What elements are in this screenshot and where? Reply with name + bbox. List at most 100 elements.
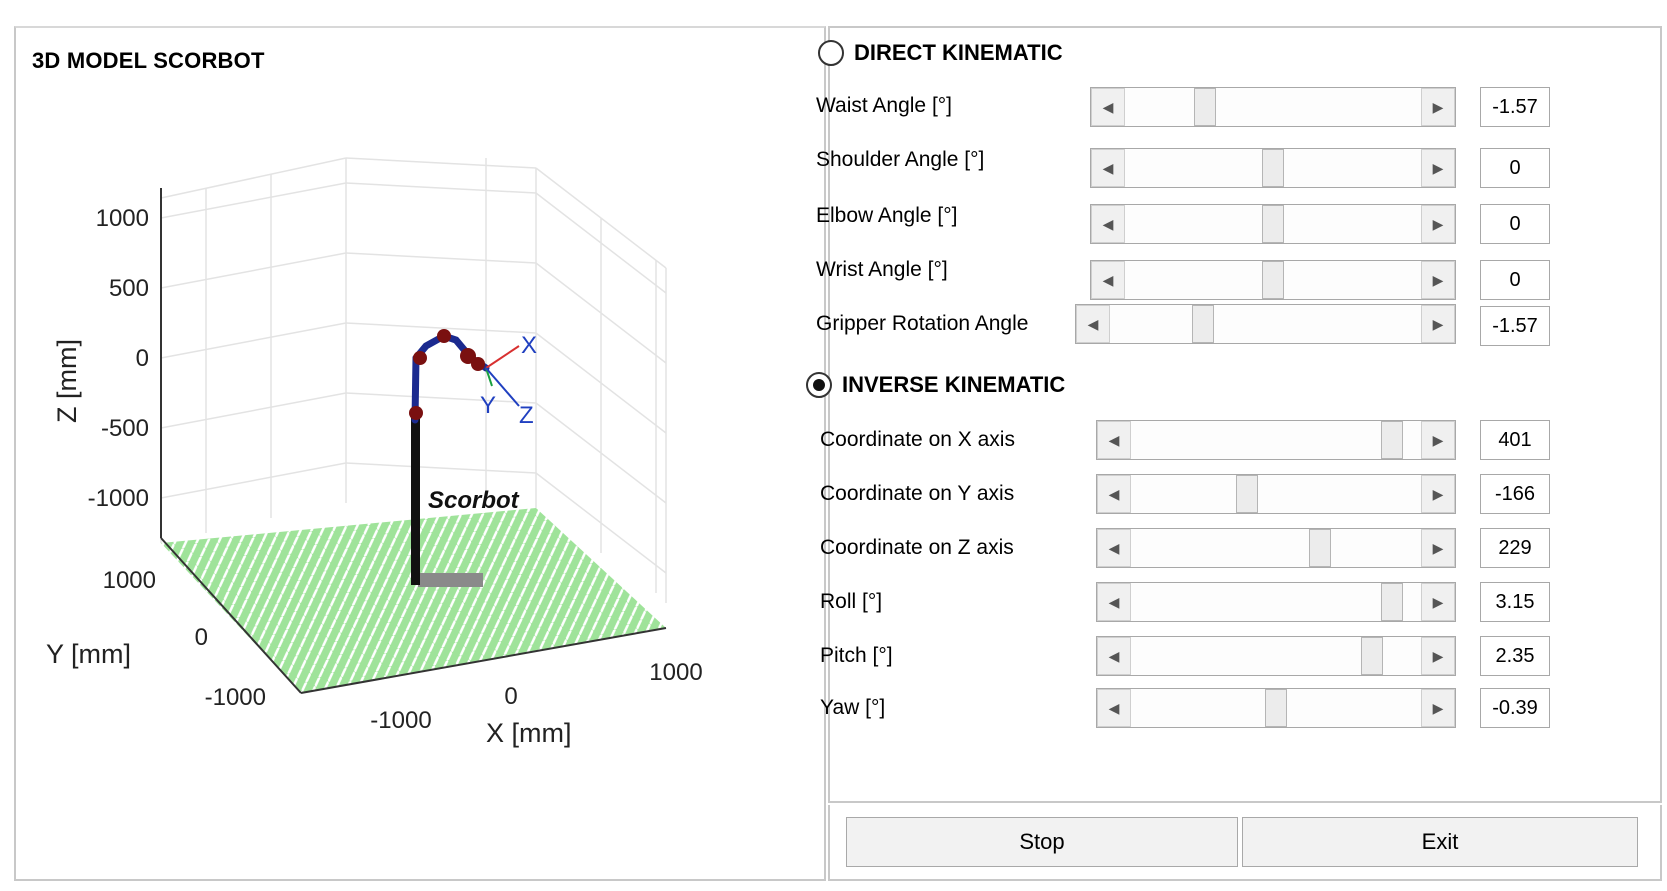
plot-axes <box>160 188 667 694</box>
slider-track[interactable] <box>1131 475 1421 513</box>
slider-thumb[interactable] <box>1265 689 1287 727</box>
slider-thumb[interactable] <box>1236 475 1258 513</box>
slider-left-arrow-icon[interactable]: ◀ <box>1097 583 1131 621</box>
slider-thumb[interactable] <box>1262 205 1284 243</box>
inverse-kinematic-radio[interactable]: INVERSE KINEMATIC <box>806 372 1065 398</box>
slider-track[interactable] <box>1131 637 1421 675</box>
slider-thumb[interactable] <box>1308 529 1331 567</box>
shoulder-angle-value[interactable]: 0 <box>1480 148 1550 188</box>
coord-y-slider[interactable]: ◀ ▶ <box>1096 474 1456 514</box>
coord-z-label: Coordinate on Z axis <box>820 536 1014 559</box>
gripper-rotation-value[interactable]: -1.57 <box>1480 306 1550 346</box>
yaw-slider[interactable]: ◀ ▶ <box>1096 688 1456 728</box>
slider-thumb[interactable] <box>1193 88 1216 126</box>
slider-track[interactable] <box>1110 305 1421 343</box>
slider-track[interactable] <box>1125 261 1421 299</box>
robot-joints <box>409 329 485 420</box>
z-tick-label: -500 <box>101 415 149 442</box>
slider-right-arrow-icon[interactable]: ▶ <box>1421 529 1455 567</box>
pitch-slider[interactable]: ◀ ▶ <box>1096 636 1456 676</box>
slider-right-arrow-icon[interactable]: ▶ <box>1421 205 1455 243</box>
elbow-angle-label: Elbow Angle [°] <box>816 204 958 227</box>
x-tick-label: 1000 <box>649 659 702 686</box>
robot-base <box>418 573 483 587</box>
slider-track[interactable] <box>1125 205 1421 243</box>
slider-right-arrow-icon[interactable]: ▶ <box>1421 149 1455 187</box>
slider-track[interactable] <box>1131 421 1421 459</box>
waist-angle-value[interactable]: -1.57 <box>1480 87 1550 127</box>
radio-circle-inverse[interactable] <box>806 372 832 398</box>
slider-left-arrow-icon[interactable]: ◀ <box>1091 205 1125 243</box>
slider-right-arrow-icon[interactable]: ▶ <box>1421 583 1455 621</box>
slider-right-arrow-icon[interactable]: ▶ <box>1421 305 1455 343</box>
slider-track[interactable] <box>1131 529 1421 567</box>
slider-thumb[interactable] <box>1192 305 1215 343</box>
slider-right-arrow-icon[interactable]: ▶ <box>1421 637 1455 675</box>
slider-right-arrow-icon[interactable]: ▶ <box>1421 261 1455 299</box>
slider-track[interactable] <box>1131 689 1421 727</box>
slider-left-arrow-icon[interactable]: ◀ <box>1097 689 1131 727</box>
coord-y-value[interactable]: -166 <box>1480 474 1550 514</box>
direct-kinematic-label: DIRECT KINEMATIC <box>854 40 1063 65</box>
slider-thumb[interactable] <box>1262 149 1284 187</box>
slider-track[interactable] <box>1131 583 1421 621</box>
coord-z-slider[interactable]: ◀ ▶ <box>1096 528 1456 568</box>
slider-left-arrow-icon[interactable]: ◀ <box>1076 305 1110 343</box>
exit-button[interactable]: Exit <box>1242 817 1638 867</box>
model-panel-title: 3D MODEL SCORBOT <box>32 48 265 73</box>
y-tick-label: 1000 <box>103 567 156 594</box>
slider-left-arrow-icon[interactable]: ◀ <box>1097 421 1131 459</box>
coord-x-slider[interactable]: ◀ ▶ <box>1096 420 1456 460</box>
slider-right-arrow-icon[interactable]: ▶ <box>1421 421 1455 459</box>
slider-right-arrow-icon[interactable]: ▶ <box>1421 88 1455 126</box>
end-effector-frame <box>485 345 520 407</box>
pitch-value[interactable]: 2.35 <box>1480 636 1550 676</box>
coord-x-label: Coordinate on X axis <box>820 428 1015 451</box>
slider-left-arrow-icon[interactable]: ◀ <box>1091 149 1125 187</box>
waist-angle-slider[interactable]: ◀ ▶ <box>1090 87 1456 127</box>
3d-plot[interactable]: 1000 500 0 -500 -1000 Z [mm] 1000 0 -100… <box>16 28 824 878</box>
button-panel: Stop Exit <box>828 805 1662 881</box>
z-tick-label: 1000 <box>96 205 149 232</box>
wrist-angle-value[interactable]: 0 <box>1480 260 1550 300</box>
slider-right-arrow-icon[interactable]: ▶ <box>1421 689 1455 727</box>
scorbot-robot: X Y Z Scorbot <box>409 329 537 587</box>
direct-kinematic-radio[interactable]: DIRECT KINEMATIC <box>818 40 1063 66</box>
stop-button[interactable]: Stop <box>846 817 1238 867</box>
slider-thumb[interactable] <box>1381 583 1403 621</box>
slider-left-arrow-icon[interactable]: ◀ <box>1097 637 1131 675</box>
elbow-angle-slider[interactable]: ◀ ▶ <box>1090 204 1456 244</box>
slider-left-arrow-icon[interactable]: ◀ <box>1091 261 1125 299</box>
roll-value[interactable]: 3.15 <box>1480 582 1550 622</box>
inverse-kinematic-label: INVERSE KINEMATIC <box>842 372 1066 397</box>
yaw-label: Yaw [°] <box>820 696 886 719</box>
slider-thumb[interactable] <box>1381 421 1403 459</box>
elbow-angle-value[interactable]: 0 <box>1480 204 1550 244</box>
yaw-value[interactable]: -0.39 <box>1480 688 1550 728</box>
shoulder-angle-slider[interactable]: ◀ ▶ <box>1090 148 1456 188</box>
slider-thumb[interactable] <box>1360 637 1383 675</box>
slider-thumb[interactable] <box>1262 261 1284 299</box>
coord-z-value[interactable]: 229 <box>1480 528 1550 568</box>
gripper-rotation-label: Gripper Rotation Angle <box>816 312 1029 335</box>
wrist-angle-slider[interactable]: ◀ ▶ <box>1090 260 1456 300</box>
waist-angle-label: Waist Angle [°] <box>816 94 953 117</box>
y-tick-labels: 1000 0 -1000 <box>103 567 266 711</box>
control-panel: DIRECT KINEMATIC Waist Angle [°] ◀ ▶ -1.… <box>806 26 1662 803</box>
slider-left-arrow-icon[interactable]: ◀ <box>1097 529 1131 567</box>
gripper-rotation-slider[interactable]: ◀ ▶ <box>1075 304 1456 344</box>
slider-right-arrow-icon[interactable]: ▶ <box>1421 475 1455 513</box>
robot-label: Scorbot <box>428 487 520 514</box>
plot-grid <box>160 157 667 603</box>
y-tick-label: 0 <box>195 624 208 651</box>
slider-track[interactable] <box>1125 88 1421 126</box>
roll-slider[interactable]: ◀ ▶ <box>1096 582 1456 622</box>
slider-track[interactable] <box>1125 149 1421 187</box>
x-tick-label: 0 <box>504 683 517 710</box>
frame-label-x: X <box>521 332 537 359</box>
coord-x-value[interactable]: 401 <box>1480 420 1550 460</box>
radio-circle-direct[interactable] <box>818 40 844 66</box>
z-tick-label: 0 <box>136 345 149 372</box>
slider-left-arrow-icon[interactable]: ◀ <box>1091 88 1125 126</box>
slider-left-arrow-icon[interactable]: ◀ <box>1097 475 1131 513</box>
